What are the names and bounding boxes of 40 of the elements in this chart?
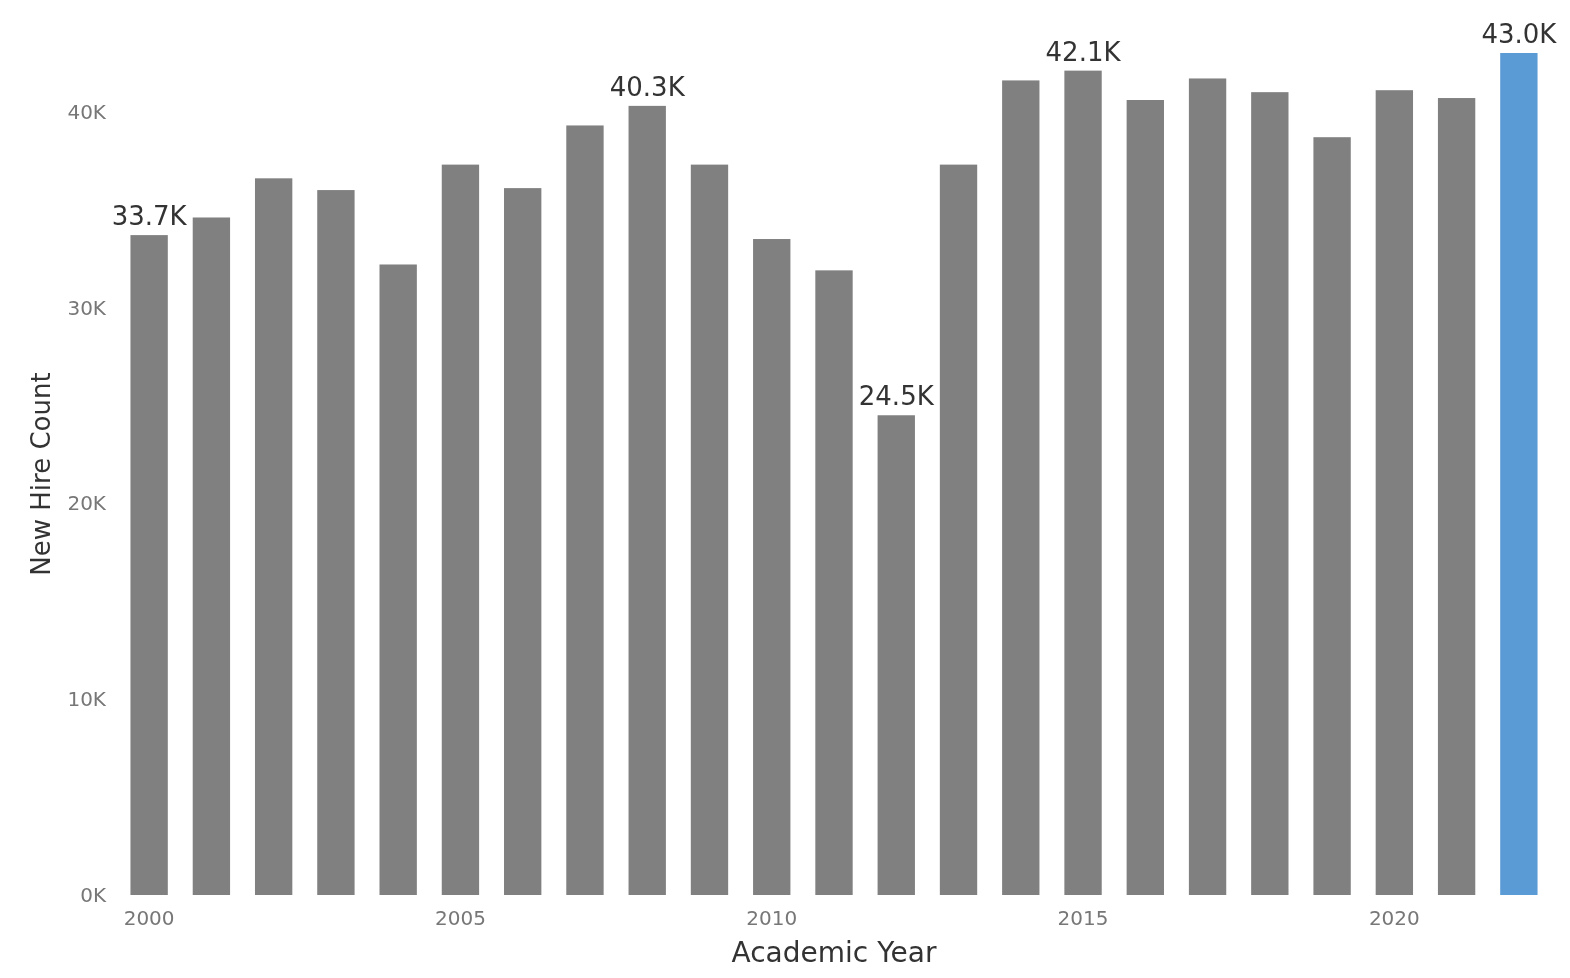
y-tick-label: 20K bbox=[67, 491, 107, 516]
bar bbox=[1002, 80, 1040, 895]
bar bbox=[566, 125, 604, 895]
y-tick-label: 40K bbox=[67, 99, 107, 124]
x-tick-label: 2000 bbox=[123, 906, 175, 930]
x-axis-title: Academic Year bbox=[731, 936, 937, 969]
bar bbox=[815, 270, 853, 895]
bar bbox=[254, 178, 293, 895]
y-tick-label: 10K bbox=[67, 687, 107, 712]
bar bbox=[1313, 137, 1351, 895]
bar bbox=[1188, 78, 1227, 895]
bar bbox=[1251, 92, 1289, 895]
y-tick-label: 0K bbox=[80, 883, 107, 907]
bar bbox=[1126, 100, 1164, 895]
bar bbox=[628, 105, 666, 895]
x-tick-label: 2005 bbox=[434, 906, 486, 930]
data-label: 24.5K bbox=[858, 381, 935, 412]
bar bbox=[1375, 90, 1414, 895]
bar bbox=[877, 415, 915, 895]
bar bbox=[379, 264, 417, 895]
bar bbox=[1064, 70, 1102, 895]
bar bbox=[192, 217, 231, 895]
data-label: 42.1K bbox=[1045, 36, 1122, 67]
y-axis-title: New Hire Count bbox=[26, 372, 56, 576]
data-label: 43.0K bbox=[1481, 19, 1558, 49]
bar bbox=[753, 239, 791, 895]
data-label: 40.3K bbox=[609, 71, 686, 102]
bar bbox=[441, 164, 480, 895]
bar bbox=[130, 235, 168, 895]
data-label: 33.7K bbox=[111, 201, 188, 232]
x-tick-label: 2010 bbox=[746, 906, 798, 930]
bar bbox=[504, 188, 542, 895]
bar bbox=[1437, 98, 1476, 895]
bar bbox=[317, 190, 355, 895]
bar bbox=[690, 164, 729, 895]
x-tick-label: 2020 bbox=[1368, 906, 1420, 930]
y-tick-label: 30K bbox=[67, 295, 107, 320]
bar bbox=[1500, 53, 1538, 895]
x-tick-label: 2015 bbox=[1057, 906, 1109, 930]
bar bbox=[939, 164, 978, 895]
